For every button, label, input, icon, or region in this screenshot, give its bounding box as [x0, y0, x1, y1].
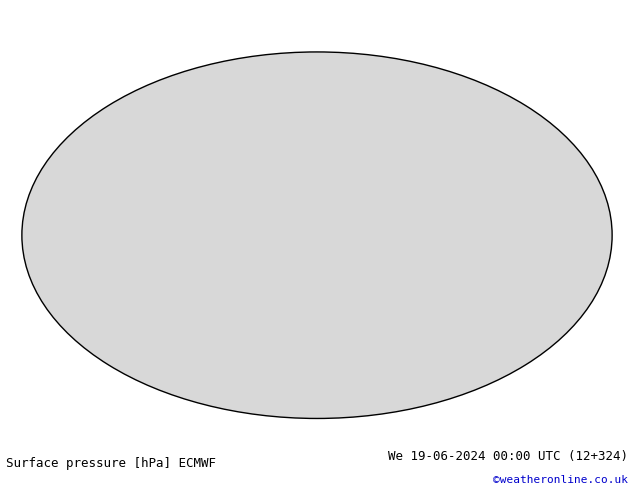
Text: Surface pressure [hPa] ECMWF: Surface pressure [hPa] ECMWF [6, 457, 216, 470]
Ellipse shape [22, 52, 612, 418]
Text: We 19-06-2024 00:00 UTC (12+324): We 19-06-2024 00:00 UTC (12+324) [387, 450, 628, 463]
Text: ©weatheronline.co.uk: ©weatheronline.co.uk [493, 475, 628, 485]
